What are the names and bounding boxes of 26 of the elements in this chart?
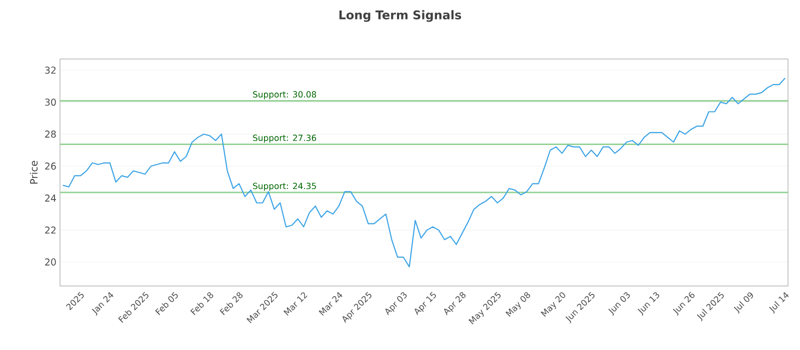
y-tick-label: 28 — [45, 130, 56, 138]
x-tick-label: Jun 26 — [672, 292, 694, 316]
x-tick-label: Mar 12 — [283, 292, 308, 316]
y-tick-label: 26 — [45, 162, 56, 170]
y-tick-label: 24 — [45, 194, 56, 202]
x-tick-label: Jul 09 — [734, 292, 753, 314]
y-axis-title: Price — [30, 160, 38, 184]
x-tick-label: Apr 15 — [414, 292, 436, 316]
x-tick-label: Jan 24 — [92, 292, 114, 316]
ref-line-label: Support: 27.36 — [253, 134, 316, 143]
y-tick-label: 30 — [45, 98, 56, 106]
x-tick-label: Feb 05 — [155, 292, 178, 316]
x-tick-label: Feb 18 — [190, 292, 214, 316]
y-tick-label: 20 — [45, 258, 56, 266]
x-tick-label: Jun 03 — [608, 292, 630, 316]
x-tick-label: Apr 28 — [444, 292, 466, 316]
ref-line-label: Support: 30.08 — [253, 91, 316, 100]
chart-title: Long Term Signals — [339, 10, 462, 22]
x-tick-label: Jul 14 — [769, 292, 789, 314]
y-tick-label: 32 — [45, 66, 56, 74]
ref-line-label: Support: 24.35 — [253, 182, 316, 191]
x-tick-label: Apr 03 — [385, 292, 407, 316]
x-tick-label: Mar 24 — [318, 292, 342, 316]
x-tick-label: Jun 13 — [638, 292, 660, 316]
y-tick-label: 22 — [45, 226, 56, 234]
x-tick-label: Feb 28 — [220, 292, 243, 316]
